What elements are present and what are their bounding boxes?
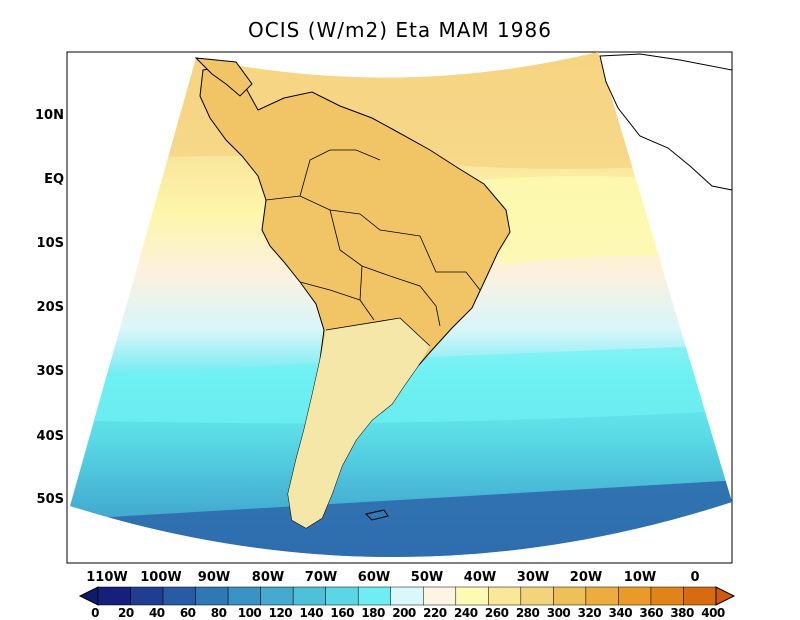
lat-label-10n: 10N xyxy=(35,108,64,123)
lat-label-20s: 20S xyxy=(36,300,64,315)
lon-label-60w: 60W xyxy=(357,570,391,585)
southern-cone-land xyxy=(288,318,430,528)
colorbar-tick-label: 80 xyxy=(210,606,227,620)
lat-label-eq: EQ xyxy=(44,172,64,187)
colorbar-swatch xyxy=(683,586,717,606)
colorbar-max-arrow xyxy=(715,586,736,606)
colorbar-tick-label: 180 xyxy=(361,606,385,620)
colorbar-tick-label: 240 xyxy=(454,606,478,620)
colorbar-tick-label: 220 xyxy=(423,606,447,620)
colorbar-swatch xyxy=(553,586,587,606)
colorbar-swatch xyxy=(162,586,196,606)
lat-label-40s: 40S xyxy=(36,429,64,444)
colorbar-tick-label: 380 xyxy=(670,606,694,620)
colorbar-tick-label: 140 xyxy=(299,606,324,620)
colorbar-tick-label: 260 xyxy=(484,606,509,620)
lon-label-20w: 20W xyxy=(569,570,603,585)
lon-label-40w: 40W xyxy=(463,570,497,585)
colorbar-swatch xyxy=(130,586,164,606)
colorbar-swatch xyxy=(227,586,261,606)
colorbar-swatch xyxy=(423,586,457,606)
colorbar xyxy=(78,586,736,606)
colorbar-tick-label: 280 xyxy=(515,606,540,620)
lon-label-0: 0 xyxy=(690,570,700,585)
colorbar-tick-label: 100 xyxy=(237,606,262,620)
country-borders xyxy=(265,149,481,327)
colorbar-tick-label: 400 xyxy=(701,606,725,620)
colorbar-tick-label: 200 xyxy=(392,606,416,620)
map-title: OCIS (W/m2) Eta MAM 1986 xyxy=(248,18,552,42)
colorbar-tick-label: 60 xyxy=(179,606,196,620)
colorbar-tick-label: 0 xyxy=(91,606,99,620)
colorbar-tick-label: 320 xyxy=(577,606,602,620)
colorbar-swatch xyxy=(585,586,619,606)
colorbar-swatch xyxy=(488,586,522,606)
colorbar-swatch xyxy=(260,586,294,606)
colorbar-swatch xyxy=(520,586,554,606)
colorbar-swatch xyxy=(97,586,131,606)
colorbar-swatch xyxy=(455,586,489,606)
lat-label-50s: 50S xyxy=(36,492,64,507)
colorbar-tick-label: 340 xyxy=(608,606,633,620)
lon-label-50w: 50W xyxy=(410,570,444,585)
colorbar-min-arrow xyxy=(78,586,99,606)
colorbar-tick-label: 160 xyxy=(330,606,354,620)
lon-label-80w: 80W xyxy=(251,570,285,585)
lat-label-30s: 30S xyxy=(36,364,64,379)
lon-label-110w: 110W xyxy=(86,570,128,585)
lon-label-10w: 10W xyxy=(623,570,657,585)
colorbar-tick-label: 120 xyxy=(268,606,293,620)
colorbar-tick-label: 20 xyxy=(118,606,134,620)
lon-label-90w: 90W xyxy=(197,570,231,585)
colorbar-tick-label: 360 xyxy=(639,606,663,620)
africa-outline xyxy=(599,53,733,191)
lat-label-10s: 10S xyxy=(36,236,64,251)
lon-label-100w: 100W xyxy=(140,570,182,585)
colorbar-tick-label: 40 xyxy=(148,606,165,620)
colorbar-swatch xyxy=(390,586,424,606)
colorbar-swatch xyxy=(325,586,359,606)
colorbar-swatch xyxy=(650,586,684,606)
lon-label-30w: 30W xyxy=(516,570,550,585)
colorbar-swatch xyxy=(618,586,652,606)
falklands-land xyxy=(365,509,389,521)
colorbar-swatch xyxy=(195,586,229,606)
lon-label-70w: 70W xyxy=(304,570,338,585)
field-band-south xyxy=(70,480,732,558)
colorbar-tick-label: 300 xyxy=(546,606,571,620)
colorbar-swatch xyxy=(357,586,391,606)
colorbar-swatch xyxy=(292,586,326,606)
central-america-land xyxy=(194,57,253,97)
